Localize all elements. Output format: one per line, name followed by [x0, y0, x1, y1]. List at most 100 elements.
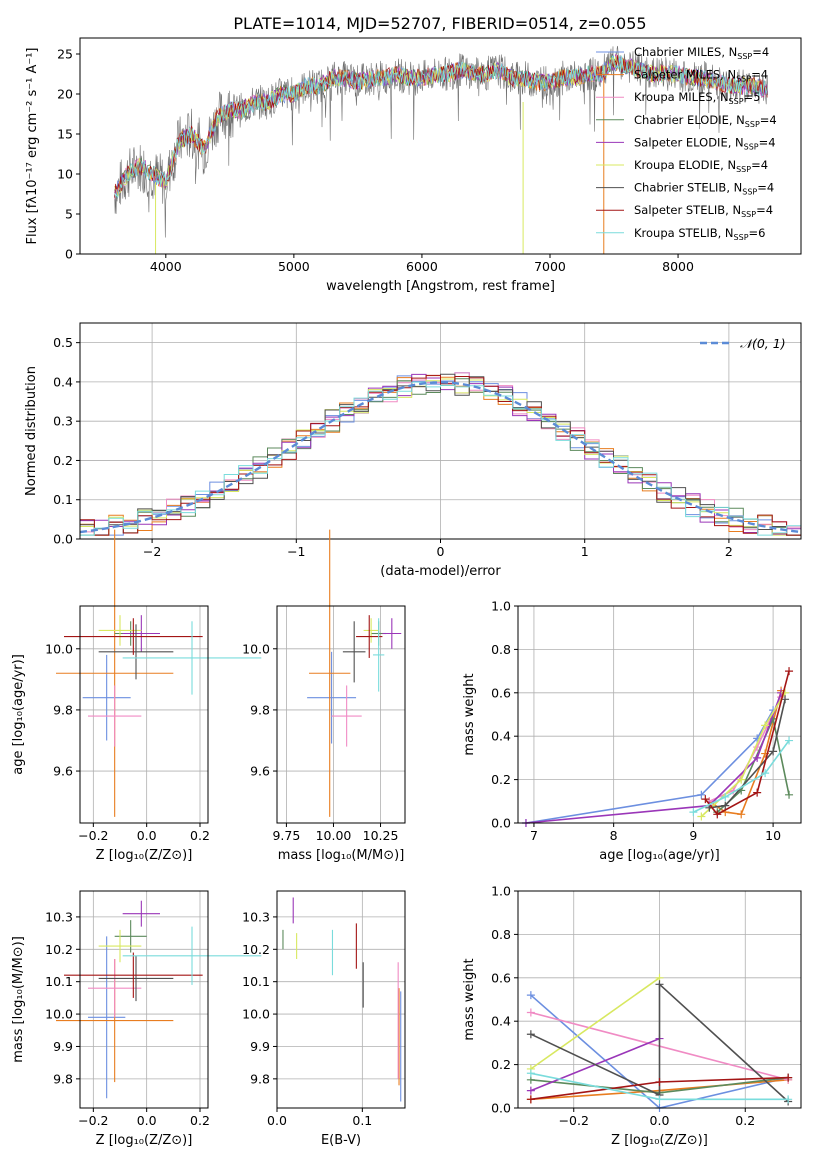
x-axis-label: Z [log₁₀(Z/Z⊙)] — [611, 1133, 708, 1148]
weight-line — [693, 740, 790, 813]
x-tick-label: 0.0 — [650, 1113, 670, 1128]
weight-marker — [701, 795, 710, 804]
x-tick-label: 0.0 — [137, 1113, 157, 1128]
figure-title: PLATE=1014, MJD=52707, FIBERID=0514, z=0… — [233, 14, 646, 33]
y-tick-label: 0.6 — [491, 685, 511, 700]
weight-marker — [721, 792, 730, 801]
y-tick-label: 9.8 — [250, 1071, 270, 1086]
legend-subscript: SSP — [736, 165, 751, 174]
legend-label: Chabrier MILES, NSSP=4 — [634, 45, 769, 61]
x-tick-label: −1 — [287, 544, 305, 559]
legend-label-text: Chabrier ELODIE, N — [634, 113, 745, 127]
weight-marker — [526, 1008, 535, 1017]
y-tick-label: 9.6 — [250, 764, 270, 779]
weight-line — [530, 982, 789, 1103]
residual-axes: −2 −1 0 1 2 0.0 0.1 0.2 0.3 0.4 0.5 (data-model)/er… — [24, 322, 802, 579]
y-tick-label: 9.8 — [53, 1071, 73, 1086]
y-axis-label: mass weight — [462, 958, 477, 1040]
weight-line — [525, 692, 782, 824]
plots-layer: 4000 5000 6000 7000 80000510152025wavelength… — [11, 37, 802, 1148]
axes-frame — [79, 605, 209, 824]
weight-marker — [721, 801, 730, 810]
normal-curve — [79, 381, 802, 534]
legend-label-text: =4 — [752, 45, 769, 59]
axes-frame — [79, 890, 209, 1109]
weight-line — [530, 977, 660, 1070]
y-tick-label: 9.8 — [250, 702, 270, 717]
legend-subscript: SSP — [734, 233, 749, 242]
x-axis-label: age [log₁₀(age/yr)] — [599, 848, 720, 863]
age-mass-axes: 9.75 10.00 10.25 9.6 9.8 10.0 mass [log₁₀(M/M⊙… — [242, 529, 406, 863]
weight-line — [525, 709, 774, 824]
legend-label: 𝒩(0, 1) — [740, 336, 786, 351]
legend-label-text: =6 — [749, 226, 766, 240]
y-tick-label: 9.6 — [53, 764, 73, 779]
weight-marker — [697, 790, 706, 799]
y-tick-label: 10.2 — [242, 942, 270, 957]
weight-marker — [526, 1069, 535, 1078]
legend-subscript: SSP — [737, 52, 752, 61]
x-tick-label: 2 — [725, 544, 733, 559]
mass-z-axes: −0.2 0.0 0.2 9.8 9.9 10.0 10.1 10.2 10.3 Z [log₁₀… — [11, 890, 262, 1148]
age-z-axes: −0.2 0.0 0.2 9.6 9.8 10.0 Z [log₁₀(Z/Z⊙)] age [… — [11, 529, 262, 863]
axes-frame — [79, 37, 802, 255]
y-tick-label: 10.3 — [242, 909, 270, 924]
y-tick-label: 10.2 — [45, 942, 73, 957]
y-tick-label: 10.0 — [45, 1007, 73, 1022]
x-tick-label: 0.2 — [190, 828, 210, 843]
weight-line — [704, 670, 790, 816]
axes-frame — [276, 605, 406, 824]
y-tick-label: 10.0 — [242, 1007, 270, 1022]
x-axis-label: Z [log₁₀(Z/Z⊙)] — [96, 848, 193, 863]
x-tick-label: 4000 — [150, 259, 182, 274]
y-tick-label: 0.1 — [53, 492, 73, 507]
y-tick-label: 0.6 — [491, 970, 511, 985]
weight-marker — [655, 1077, 664, 1086]
weight-marker — [689, 808, 698, 817]
y-tick-label: 25 — [57, 47, 73, 62]
y-tick-label: 20 — [57, 87, 73, 102]
y-axis-label: mass [log₁₀(M/M⊙)] — [11, 936, 26, 1063]
legend-subscript: SSP — [745, 120, 760, 129]
y-tick-label: 9.9 — [53, 1039, 73, 1054]
legend-subscript: SSP — [742, 188, 757, 197]
y-tick-label: 0.8 — [491, 927, 511, 942]
weight-marker — [655, 980, 664, 989]
weight-marker — [753, 788, 762, 797]
x-tick-label: 0.0 — [267, 1113, 287, 1128]
y-tick-label: 15 — [57, 127, 73, 142]
weight-marker — [526, 1086, 535, 1095]
mw-z-axes: −0.2 0.0 0.2 0.0 0.2 0.4 0.6 0.8 1.0 Z [log₁₀(Z/Z… — [462, 884, 802, 1148]
spectrum-axes: 4000 5000 6000 7000 8000 0 5 10 15 20 25 wavelength… — [25, 37, 802, 294]
y-axis-label: Normed distribution — [24, 366, 39, 496]
mass-ebv-axes: 0.0 0.1 9.8 9.9 10.0 10.1 10.2 10.3 E(B-V) — [242, 890, 406, 1148]
legend-label-text: =4 — [756, 203, 773, 217]
legend-label-text: =4 — [751, 68, 768, 82]
legend-label-text: Kroupa MILES, N — [634, 90, 729, 104]
axes-frame — [276, 890, 406, 1109]
y-tick-label: 10 — [57, 167, 73, 182]
x-tick-label: −0.2 — [559, 1113, 589, 1128]
y-tick-label: 1.0 — [491, 599, 511, 614]
legend-label-text: Chabrier MILES, N — [634, 45, 737, 59]
y-tick-label: 0.4 — [491, 1014, 511, 1029]
y-tick-label: 10.1 — [45, 974, 73, 989]
x-tick-label: 7 — [530, 828, 538, 843]
x-tick-label: 10.25 — [363, 828, 399, 843]
weight-line — [709, 699, 786, 809]
y-tick-label: 0.0 — [53, 532, 73, 547]
x-axis-label: mass [log₁₀(M/M⊙)] — [278, 848, 405, 863]
x-tick-label: 0.1 — [352, 1113, 372, 1128]
x-tick-label: 0.0 — [137, 828, 157, 843]
x-tick-label: 0.2 — [190, 1113, 210, 1128]
mw-age-axes: 7 8 9 10 0.0 0.2 0.4 0.6 0.8 1.0 age [log₁₀(age/yr… — [462, 599, 802, 863]
x-tick-label: 8000 — [662, 259, 694, 274]
y-tick-label: 0.8 — [491, 642, 511, 657]
weight-marker — [784, 1073, 793, 1082]
legend-label: Chabrier ELODIE, NSSP=4 — [634, 113, 777, 129]
legend-label-text: Kroupa ELODIE, N — [634, 158, 736, 172]
model-spectrum-line — [114, 55, 768, 199]
legend-subscript: SSP — [736, 75, 751, 84]
legend-label: Salpeter ELODIE, NSSP=4 — [634, 135, 776, 151]
